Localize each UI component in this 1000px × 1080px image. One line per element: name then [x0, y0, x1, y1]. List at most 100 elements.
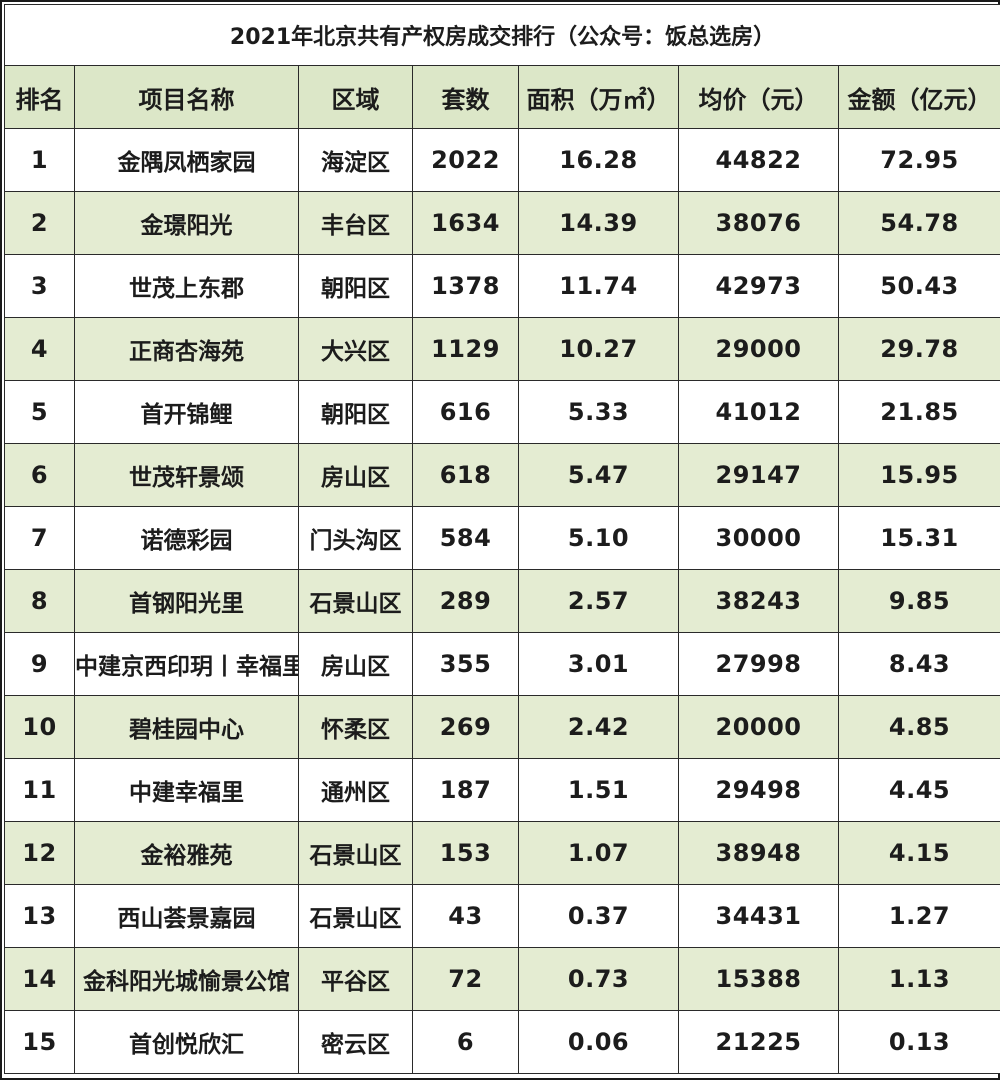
cell-area: 2.57: [518, 569, 679, 633]
title-row: 2021年北京共有产权房成交排行（公众号：饭总选房）: [3, 4, 1000, 66]
header-amount: 金额（亿元）: [837, 65, 1000, 129]
header-rank: 排名: [4, 65, 75, 129]
cell-units: 289: [412, 569, 519, 633]
cell-area: 1.51: [518, 758, 679, 822]
cell-project-name: 金科阳光城愉景公馆: [74, 947, 299, 1011]
cell-rank: 3: [4, 254, 75, 318]
header-area: 面积（万㎡）: [518, 65, 679, 129]
cell-amount: 21.85: [837, 380, 1000, 444]
cell-avg-price: 29147: [678, 443, 839, 507]
cell-avg-price: 30000: [678, 506, 839, 570]
header-units: 套数: [412, 65, 519, 129]
cell-area: 10.27: [518, 317, 679, 381]
cell-district: 朝阳区: [298, 380, 413, 444]
cell-units: 584: [412, 506, 519, 570]
cell-project-name: 首钢阳光里: [74, 569, 299, 633]
header-row: 排名 项目名称 区域 套数 面积（万㎡） 均价（元） 金额（亿元）: [4, 65, 1000, 129]
cell-amount: 9.85: [837, 569, 1000, 633]
ranking-table: 2021年北京共有产权房成交排行（公众号：饭总选房） 排名 项目名称 区域 套数…: [3, 4, 1000, 1074]
table-title: 2021年北京共有产权房成交排行（公众号：饭总选房）: [3, 4, 1000, 66]
cell-district: 房山区: [298, 632, 413, 696]
cell-units: 618: [412, 443, 519, 507]
cell-units: 616: [412, 380, 519, 444]
cell-amount: 4.85: [837, 695, 1000, 759]
cell-district: 怀柔区: [298, 695, 413, 759]
cell-area: 1.07: [518, 821, 679, 885]
table-row: 7 诺德彩园 门头沟区 584 5.10 30000 15.31: [4, 506, 1000, 570]
table-row: 10 碧桂园中心 怀柔区 269 2.42 20000 4.85: [4, 695, 1000, 759]
cell-district: 朝阳区: [298, 254, 413, 318]
cell-area: 0.06: [518, 1010, 679, 1074]
cell-units: 1378: [412, 254, 519, 318]
cell-district: 石景山区: [298, 884, 413, 948]
cell-district: 大兴区: [298, 317, 413, 381]
cell-project-name: 世茂上东郡: [74, 254, 299, 318]
cell-rank: 8: [4, 569, 75, 633]
cell-avg-price: 42973: [678, 254, 839, 318]
cell-amount: 1.27: [837, 884, 1000, 948]
cell-project-name: 碧桂园中心: [74, 695, 299, 759]
cell-rank: 14: [4, 947, 75, 1011]
cell-units: 187: [412, 758, 519, 822]
cell-amount: 54.78: [837, 191, 1000, 255]
cell-avg-price: 20000: [678, 695, 839, 759]
cell-district: 丰台区: [298, 191, 413, 255]
cell-units: 355: [412, 632, 519, 696]
table-row: 4 正商杏海苑 大兴区 1129 10.27 29000 29.78: [4, 317, 1000, 381]
cell-rank: 9: [4, 632, 75, 696]
cell-units: 72: [412, 947, 519, 1011]
cell-amount: 0.13: [837, 1010, 1000, 1074]
table-row: 3 世茂上东郡 朝阳区 1378 11.74 42973 50.43: [4, 254, 1000, 318]
table-row: 15 首创悦欣汇 密云区 6 0.06 21225 0.13: [4, 1010, 1000, 1074]
table-row: 5 首开锦鲤 朝阳区 616 5.33 41012 21.85: [4, 380, 1000, 444]
cell-project-name: 首开锦鲤: [74, 380, 299, 444]
cell-area: 2.42: [518, 695, 679, 759]
cell-amount: 4.45: [837, 758, 1000, 822]
cell-rank: 15: [4, 1010, 75, 1074]
cell-district: 石景山区: [298, 821, 413, 885]
cell-project-name: 西山荟景嘉园: [74, 884, 299, 948]
table-row: 12 金裕雅苑 石景山区 153 1.07 38948 4.15: [4, 821, 1000, 885]
cell-units: 1129: [412, 317, 519, 381]
cell-district: 门头沟区: [298, 506, 413, 570]
table-row: 13 西山荟景嘉园 石景山区 43 0.37 34431 1.27: [4, 884, 1000, 948]
cell-rank: 1: [4, 128, 75, 192]
cell-project-name: 正商杏海苑: [74, 317, 299, 381]
cell-district: 石景山区: [298, 569, 413, 633]
table-row: 9 中建京西印玥丨幸福里 房山区 355 3.01 27998 8.43: [4, 632, 1000, 696]
cell-project-name: 中建幸福里: [74, 758, 299, 822]
cell-amount: 29.78: [837, 317, 1000, 381]
cell-area: 16.28: [518, 128, 679, 192]
table-row: 1 金隅凤栖家园 海淀区 2022 16.28 44822 72.95: [4, 128, 1000, 192]
cell-rank: 11: [4, 758, 75, 822]
cell-avg-price: 41012: [678, 380, 839, 444]
cell-area: 0.37: [518, 884, 679, 948]
cell-rank: 5: [4, 380, 75, 444]
header-project-name: 项目名称: [74, 65, 299, 129]
cell-units: 43: [412, 884, 519, 948]
cell-units: 153: [412, 821, 519, 885]
cell-amount: 4.15: [837, 821, 1000, 885]
cell-avg-price: 29000: [678, 317, 839, 381]
header-district: 区域: [298, 65, 413, 129]
table-row: 2 金璟阳光 丰台区 1634 14.39 38076 54.78: [4, 191, 1000, 255]
cell-district: 海淀区: [298, 128, 413, 192]
cell-amount: 50.43: [837, 254, 1000, 318]
cell-rank: 2: [4, 191, 75, 255]
cell-avg-price: 38948: [678, 821, 839, 885]
cell-units: 1634: [412, 191, 519, 255]
cell-units: 2022: [412, 128, 519, 192]
cell-avg-price: 21225: [678, 1010, 839, 1074]
cell-amount: 1.13: [837, 947, 1000, 1011]
cell-district: 房山区: [298, 443, 413, 507]
cell-avg-price: 27998: [678, 632, 839, 696]
cell-area: 0.73: [518, 947, 679, 1011]
table-row: 8 首钢阳光里 石景山区 289 2.57 38243 9.85: [4, 569, 1000, 633]
cell-project-name: 中建京西印玥丨幸福里: [74, 632, 299, 696]
cell-rank: 10: [4, 695, 75, 759]
cell-rank: 6: [4, 443, 75, 507]
cell-units: 6: [412, 1010, 519, 1074]
cell-avg-price: 15388: [678, 947, 839, 1011]
table-row: 11 中建幸福里 通州区 187 1.51 29498 4.45: [4, 758, 1000, 822]
cell-area: 5.10: [518, 506, 679, 570]
